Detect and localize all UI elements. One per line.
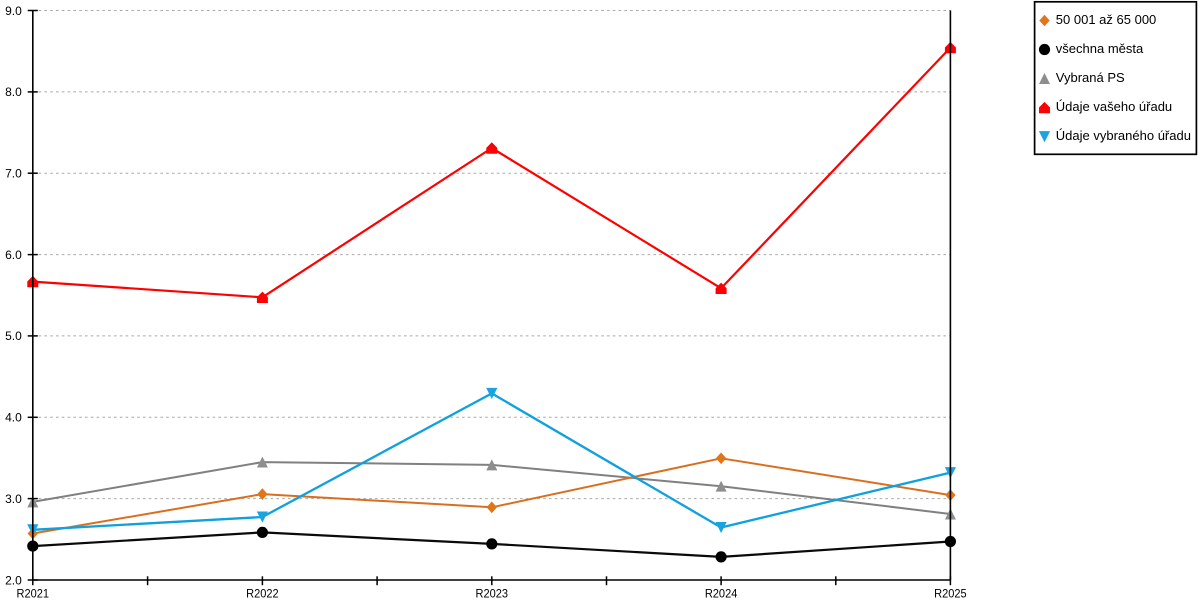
svg-text:Vybraná PS: Vybraná PS xyxy=(1056,70,1125,85)
svg-text:R2022: R2022 xyxy=(246,587,279,600)
svg-text:5.0: 5.0 xyxy=(5,329,22,343)
svg-text:všechna města: všechna města xyxy=(1056,41,1144,56)
svg-text:R2023: R2023 xyxy=(476,587,509,600)
svg-text:3.0: 3.0 xyxy=(5,492,22,506)
svg-text:7.0: 7.0 xyxy=(5,167,22,181)
svg-text:8.0: 8.0 xyxy=(5,85,22,99)
svg-text:4.0: 4.0 xyxy=(5,411,22,425)
svg-text:Údaje vašeho úřadu: Údaje vašeho úřadu xyxy=(1056,99,1172,114)
svg-text:9.0: 9.0 xyxy=(5,4,22,18)
svg-text:R2025: R2025 xyxy=(934,587,967,600)
svg-text:2.0: 2.0 xyxy=(5,573,22,587)
svg-text:50 001 až 65 000: 50 001 až 65 000 xyxy=(1056,12,1156,27)
svg-text:6.0: 6.0 xyxy=(5,248,22,262)
svg-text:Údaje vybraného úřadu: Údaje vybraného úřadu xyxy=(1056,128,1191,143)
svg-text:R2024: R2024 xyxy=(705,587,738,600)
svg-text:R2021: R2021 xyxy=(17,587,50,600)
